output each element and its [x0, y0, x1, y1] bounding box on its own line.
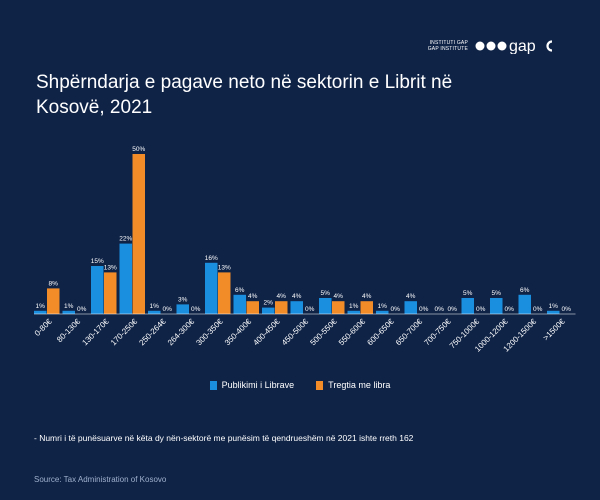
data-label-trade-17: 0% [533, 306, 543, 313]
data-label-trade-16: 0% [505, 306, 515, 313]
x-tick-label-4: 250-264€ [137, 317, 168, 348]
bar-chart: 1%8%0-80€1% 0%80-130€15%13%130-170€22%50%… [33, 146, 576, 354]
data-label-publishing-2: 15% [91, 258, 104, 265]
x-tick-label-0: 0-80€ [33, 317, 54, 338]
bar-trade-2 [104, 272, 117, 314]
x-tick-label-1: 80-130€ [55, 317, 83, 345]
gap-logo-mark: gap [475, 38, 553, 54]
bar-publishing-15 [461, 298, 474, 314]
x-tick-label-5: 264-300€ [166, 317, 197, 348]
legend-item-trade: Tregtia me libra [316, 380, 390, 390]
data-label-publishing-7: 6% [235, 287, 245, 294]
logo-line-1: INSTITUTI GAP [429, 40, 468, 46]
data-label-publishing-6: 16% [205, 255, 218, 262]
data-label-trade-15: 0% [476, 306, 486, 313]
data-label-publishing-17: 6% [520, 287, 530, 294]
legend-label-publishing: Publikimi i Librave [221, 380, 295, 390]
data-label-trade-18: 0% [562, 306, 572, 313]
data-label-publishing-12: 1% [378, 303, 388, 310]
bar-publishing-12 [376, 310, 389, 314]
bar-trade-7 [246, 301, 259, 314]
bar-publishing-11 [347, 310, 360, 314]
logo-line-2: GAP INSTITUTE [427, 46, 468, 52]
data-label-trade-4: 0% [163, 306, 173, 313]
bar-publishing-4 [148, 310, 161, 314]
bar-publishing-2 [91, 266, 104, 314]
legend-swatch-publishing [209, 380, 217, 390]
data-label-trade-5: 0% [191, 306, 201, 313]
x-tick-label-13: 650-700€ [394, 317, 425, 348]
x-tick-label-9: 450-500€ [280, 317, 311, 348]
data-label-trade-11: 4% [362, 293, 372, 300]
legend-item-publishing: Publikimi i Librave [209, 380, 295, 390]
bar-publishing-9 [290, 301, 303, 314]
x-tick-label-12: 600-650€ [365, 317, 396, 348]
bar-trade-11 [360, 301, 373, 314]
data-label-publishing-10: 5% [321, 290, 331, 297]
bar-trade-10 [332, 301, 345, 314]
x-tick-label-7: 350-400€ [223, 317, 254, 348]
data-label-publishing-14: 0% [435, 306, 445, 313]
x-tick-label-3: 170-250€ [109, 317, 140, 348]
data-label-publishing-15: 5% [463, 290, 473, 297]
data-label-trade-12: 0% [391, 306, 401, 313]
bar-publishing-5 [176, 304, 189, 314]
legend-label-trade: Tregtia me libra [328, 380, 391, 390]
data-label-trade-8: 4% [277, 293, 287, 300]
x-tick-label-10: 500-550€ [308, 317, 339, 348]
data-label-trade-7: 4% [248, 293, 258, 300]
data-label-publishing-5: 3% [178, 296, 188, 303]
x-tick-label-11: 550-600€ [337, 317, 368, 348]
data-label-publishing-18: 1% [549, 303, 559, 310]
data-label-publishing-8: 2% [264, 300, 274, 307]
x-tick-label-8: 400-450€ [251, 317, 282, 348]
data-label-publishing-3: 22% [119, 236, 132, 243]
bar-publishing-17 [518, 294, 531, 314]
bar-publishing-7 [233, 294, 246, 314]
bar-publishing-0 [34, 310, 47, 314]
data-label-publishing-1: 1% [64, 303, 74, 310]
data-label-trade-10: 4% [334, 293, 344, 300]
logo-wordmark: gap [509, 38, 536, 54]
data-label-publishing-16: 5% [492, 290, 502, 297]
bar-publishing-13 [404, 301, 417, 314]
x-tick-label-18: >1500€ [541, 317, 567, 343]
gap-logo: INSTITUTI GAP GAP INSTITUTE gap [428, 38, 564, 54]
data-label-trade-1: 0% [77, 306, 87, 313]
data-label-trade-0: 8% [49, 280, 59, 287]
bar-trade-3 [132, 154, 145, 314]
legend: Publikimi i Librave Tregtia me libra [0, 380, 600, 390]
bar-publishing-10 [319, 298, 332, 314]
bar-publishing-3 [119, 243, 132, 314]
data-label-trade-14: 0% [448, 306, 458, 313]
data-label-trade-9: 0% [305, 306, 315, 313]
data-label-publishing-13: 4% [406, 293, 416, 300]
data-label-publishing-9: 4% [292, 293, 302, 300]
data-label-trade-2: 13% [104, 264, 117, 271]
bar-trade-6 [218, 272, 231, 314]
bar-publishing-8 [262, 307, 275, 314]
logo-caption: INSTITUTI GAP GAP INSTITUTE [428, 40, 468, 52]
bar-publishing-18 [547, 310, 560, 314]
bar-trade-0 [47, 288, 60, 314]
bar-trade-8 [275, 301, 288, 314]
bar-publishing-6 [205, 262, 218, 314]
footnote: - Numri i të punësuarve në këta dy nën-s… [34, 433, 414, 443]
data-label-publishing-0: 1% [36, 303, 46, 310]
source-note: Source: Tax Administration of Kosovo [34, 475, 167, 484]
x-tick-label-6: 300-350€ [194, 317, 225, 348]
x-tick-label-2: 130-170€ [80, 317, 111, 348]
chart-title: Shpërndarja e pagave neto në sektorin e … [36, 72, 453, 118]
data-label-trade-13: 0% [419, 306, 429, 313]
data-label-publishing-11: 1% [349, 303, 359, 310]
bar-publishing-16 [490, 298, 503, 314]
legend-swatch-trade [316, 380, 324, 390]
bar-publishing-1 [62, 310, 75, 314]
data-label-publishing-4: 1% [150, 303, 160, 310]
data-label-trade-6: 13% [218, 264, 231, 271]
data-label-trade-3: 50% [132, 146, 145, 153]
